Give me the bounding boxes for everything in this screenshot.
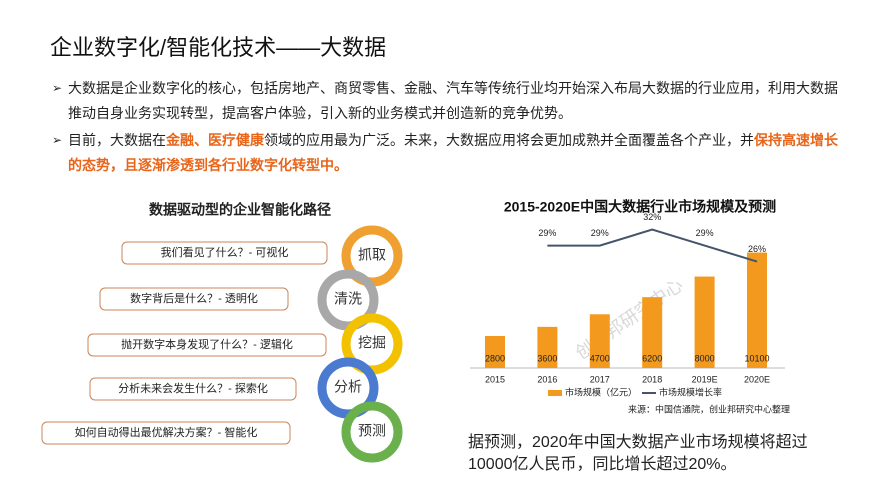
bar-label: 2800 <box>485 353 505 363</box>
x-tick-label: 2016 <box>537 374 557 384</box>
chart-title: 2015-2020E中国大数据行业市场规模及预测 <box>504 199 776 215</box>
bar-label: 10100 <box>744 353 769 363</box>
question-text: 如何自动得出最优解决方案？- 智能化 <box>75 425 258 439</box>
bar <box>589 314 610 368</box>
line-label: 29% <box>538 228 556 238</box>
source: 来源：中国信通院，创业邦研究中心整理 <box>628 403 790 414</box>
question-box <box>41 421 291 445</box>
line-label: 29% <box>591 228 609 238</box>
stage-label: 分析 <box>334 379 362 395</box>
question-box <box>121 241 328 265</box>
line-label: 26% <box>748 244 766 254</box>
stage-label: 预测 <box>358 423 386 439</box>
diagram-title: 数据驱动型的企业智能化路径 <box>149 202 331 218</box>
bullet-text: 金融、医疗健康 <box>166 132 264 148</box>
slide-title: 企业数字化/智能化技术——大数据 <box>50 35 387 60</box>
legend-label: 市场规模（亿元） <box>565 386 637 397</box>
watermark: 创业邦研究中心 <box>572 275 687 364</box>
bar <box>694 276 715 368</box>
question-text: 抛开数字本身发现了什么？- 逻辑化 <box>121 337 293 351</box>
x-tick-label: 2020E <box>744 374 770 384</box>
question-text: 数字背后是什么？- 透明化 <box>130 291 258 305</box>
question-box <box>99 287 289 311</box>
bullet-text: 领域的应用最为广泛。未来，大数据应用将会更加成熟并全面覆盖各个产业，并 <box>264 132 754 148</box>
bar <box>747 252 767 368</box>
bullet-text: 保持高速增长的态势，且逐渐渗透到各行业数字化转型中。 <box>68 132 838 173</box>
bar-label: 8000 <box>695 353 715 363</box>
x-tick-label: 2017 <box>590 374 610 384</box>
line-label: 32% <box>643 212 661 222</box>
line-label: 29% <box>696 228 714 238</box>
bar-label: 6200 <box>642 353 662 363</box>
question-box <box>87 333 327 357</box>
legend-label: 市场规模增长率 <box>659 386 722 397</box>
note: 据预测，2020年中国大数据产业市场规模将超过10000亿人民币，同比增长超过2… <box>468 434 808 473</box>
bar <box>485 336 505 368</box>
stage-label: 抓取 <box>358 247 386 263</box>
question-text: 分析未来会发生什么？- 探索化 <box>118 381 268 395</box>
bar <box>537 326 558 368</box>
growth-line <box>547 228 758 263</box>
stage-ring <box>341 401 403 463</box>
x-tick-label: 2015 <box>485 374 505 384</box>
x-tick-label: 2019E <box>692 374 718 384</box>
bar-label: 3600 <box>537 353 557 363</box>
stage-label: 挖掘 <box>358 335 386 351</box>
bullet-text: 目前，大数据在 <box>68 132 166 148</box>
bullet: 目前，大数据在金融、医疗健康领域的应用最为广泛。未来，大数据应用将会更加成熟并全… <box>52 128 848 178</box>
legend-swatch <box>548 390 562 396</box>
bar-label: 4700 <box>590 353 610 363</box>
bar <box>642 297 663 368</box>
question-box <box>89 377 297 401</box>
question-text: 我们看见了什么？- 可视化 <box>161 245 289 259</box>
bullet-text: 大数据是企业数字化的核心，包括房地产、商贸零售、金融、汽车等传统行业均开始深入布… <box>68 80 838 121</box>
bullet: 大数据是企业数字化的核心，包括房地产、商贸零售、金融、汽车等传统行业均开始深入布… <box>52 76 848 126</box>
x-tick-label: 2018 <box>642 374 662 384</box>
stage-label: 清洗 <box>334 291 362 307</box>
